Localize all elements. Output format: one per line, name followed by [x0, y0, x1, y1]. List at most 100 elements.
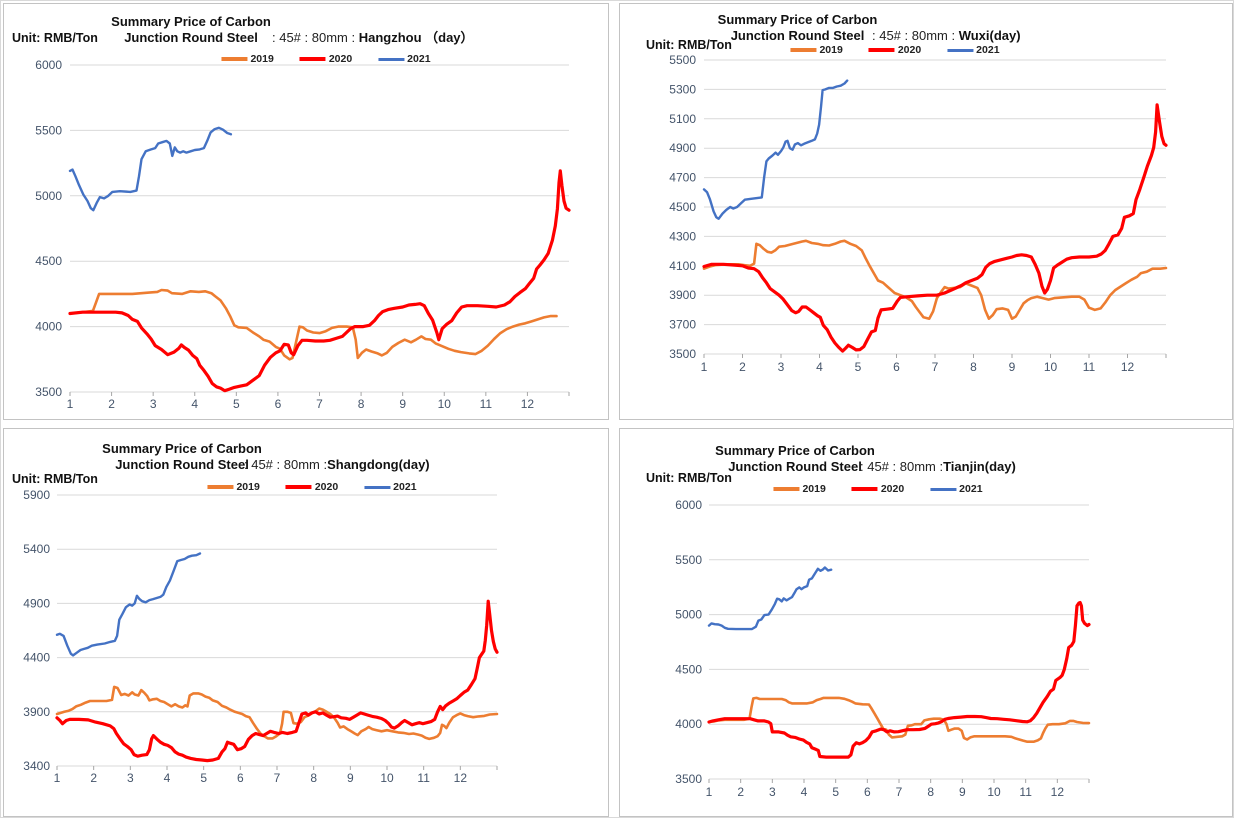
x-axis-tick-label: 8 [927, 785, 934, 799]
chart-title-line1: Summary Price of Carbon [715, 443, 875, 458]
x-axis-tick-label: 12 [1121, 360, 1135, 374]
chart-subtitle: : 45# : 80mm :Shangdong(day) [244, 457, 430, 473]
x-axis-tick-label: 8 [310, 771, 317, 785]
legend-item-2021: 2021 [930, 483, 983, 495]
series-line-2020 [702, 103, 1168, 353]
legend-label: 2019 [236, 481, 260, 493]
series-line-2020 [707, 600, 1091, 759]
series-line-2019 [55, 685, 499, 741]
y-axis-tick-label: 4900 [23, 596, 50, 610]
x-axis-tick-label: 2 [108, 397, 115, 411]
legend-label: 2021 [407, 53, 431, 65]
series-line-2021 [55, 552, 202, 657]
legend-label: 2019 [819, 44, 843, 56]
legend-item-2021: 2021 [947, 44, 1000, 56]
x-axis-tick-label: 10 [987, 785, 1001, 799]
x-axis-tick-label: 6 [237, 771, 244, 785]
x-axis-tick-label: 6 [275, 397, 282, 411]
x-axis-tick-label: 1 [706, 785, 713, 799]
x-axis-tick-label: 11 [1019, 785, 1032, 799]
y-axis-tick-label: 5500 [675, 553, 702, 567]
x-axis-tick-label: 2 [739, 360, 746, 374]
x-axis-tick-label: 11 [480, 397, 493, 411]
chart-title-line2: Junction Round Steel [115, 457, 249, 472]
legend-item-2021: 2021 [364, 481, 417, 493]
y-axis-tick-label: 5500 [35, 123, 62, 137]
y-axis-tick-label: 5100 [669, 112, 696, 126]
series-line-2019 [702, 239, 1168, 321]
legend-swatch-2019 [773, 487, 800, 491]
y-axis-tick-label: 3500 [35, 385, 62, 399]
x-axis-tick-label: 7 [274, 771, 281, 785]
chart-title-line2: Junction Round Steel [728, 459, 862, 474]
chart-subtitle-spec: : 45# : 80mm : [860, 459, 944, 474]
legend: 2019 2020 2021 [773, 483, 983, 495]
x-axis-tick-label: 10 [438, 397, 452, 411]
y-axis-tick-label: 6000 [35, 58, 62, 72]
x-axis-tick-label: 1 [701, 360, 708, 374]
legend-label: 2019 [802, 483, 826, 495]
y-axis-tick-label: 3500 [675, 772, 702, 786]
x-axis-tick-label: 11 [417, 771, 430, 785]
legend-label: 2021 [393, 481, 417, 493]
y-axis-tick-label: 4000 [35, 320, 62, 334]
chart-title: Summary Price of Carbon Junction Round S… [66, 14, 316, 46]
legend: 2019 2020 2021 [207, 481, 417, 493]
y-axis-tick-label: 4500 [35, 254, 62, 268]
x-axis-tick-label: 9 [959, 785, 966, 799]
series-line-2021 [707, 566, 833, 631]
x-axis-tick-label: 1 [54, 771, 61, 785]
legend-item-2019: 2019 [207, 481, 260, 493]
legend-item-2020: 2020 [868, 44, 921, 56]
y-axis-tick-label: 4700 [669, 171, 696, 185]
chart-subtitle-city: Shangdong(day) [327, 457, 430, 472]
wuxi-plot-area: 5500 5300 5100 4900 4700 4500 4300 4100 3900 3700… [669, 53, 1168, 374]
chart-title: Summary Price of Carbon Junction Round S… [675, 12, 920, 44]
legend-swatch-2021 [947, 48, 974, 52]
unit-label: Unit: RMB/Ton [12, 31, 98, 45]
y-axis-tick-label: 3900 [669, 288, 696, 302]
chart-subtitle-city: Hangzhou （day） [358, 30, 474, 45]
legend-item-2019: 2019 [221, 53, 274, 65]
x-axis-tick-label: 8 [970, 360, 977, 374]
series-line-2021 [68, 126, 233, 212]
y-axis-tick-label: 4100 [669, 259, 696, 273]
x-axis-tick-label: 2 [737, 785, 744, 799]
chart-panel-shangdong: 5900 5400 4900 4400 3900 3400 1 2 3 4 5 6 7 8 9 10 11 12 … [3, 428, 609, 817]
x-axis-tick-label: 4 [816, 360, 823, 374]
y-axis-tick-label: 5300 [669, 82, 696, 96]
y-axis-tick-label: 4500 [675, 662, 702, 676]
y-axis-tick-label: 3400 [23, 759, 50, 773]
y-axis-tick-label: 5000 [675, 608, 702, 622]
y-axis-tick-label: 4000 [675, 717, 702, 731]
legend-item-2020: 2020 [285, 481, 338, 493]
series-line-2019 [68, 288, 558, 361]
x-axis-tick-label: 9 [1009, 360, 1016, 374]
unit-label: Unit: RMB/Ton [12, 472, 98, 486]
y-axis-tick-label: 5400 [23, 542, 50, 556]
x-axis-tick-label: 7 [932, 360, 939, 374]
legend-swatch-2020 [868, 48, 895, 52]
legend-swatch-2019 [221, 57, 248, 61]
x-axis-tick-label: 7 [316, 397, 323, 411]
chart-subtitle-spec: : 45# : 80mm : [272, 30, 359, 45]
x-axis-tick-label: 2 [90, 771, 97, 785]
x-axis-tick-label: 5 [832, 785, 839, 799]
chart-subtitle-city: Tianjin(day) [943, 459, 1016, 474]
x-axis-tick-label: 7 [896, 785, 903, 799]
chart-subtitle: : 45# : 80mm :Tianjin(day) [860, 459, 1016, 475]
chart-title-line1: Summary Price of Carbon [111, 14, 271, 29]
legend-swatch-2021 [930, 487, 957, 491]
legend-item-2020: 2020 [299, 53, 352, 65]
legend-swatch-2020 [851, 487, 878, 491]
x-axis-tick-label: 3 [150, 397, 157, 411]
legend-swatch-2020 [299, 57, 326, 61]
x-axis-tick-label: 9 [347, 771, 354, 785]
legend-swatch-2020 [285, 485, 312, 489]
x-axis-tick-label: 3 [769, 785, 776, 799]
chart-title-line1: Summary Price of Carbon [717, 12, 878, 27]
series-line-2020 [55, 599, 499, 763]
y-axis-tick-label: 4500 [669, 200, 696, 214]
